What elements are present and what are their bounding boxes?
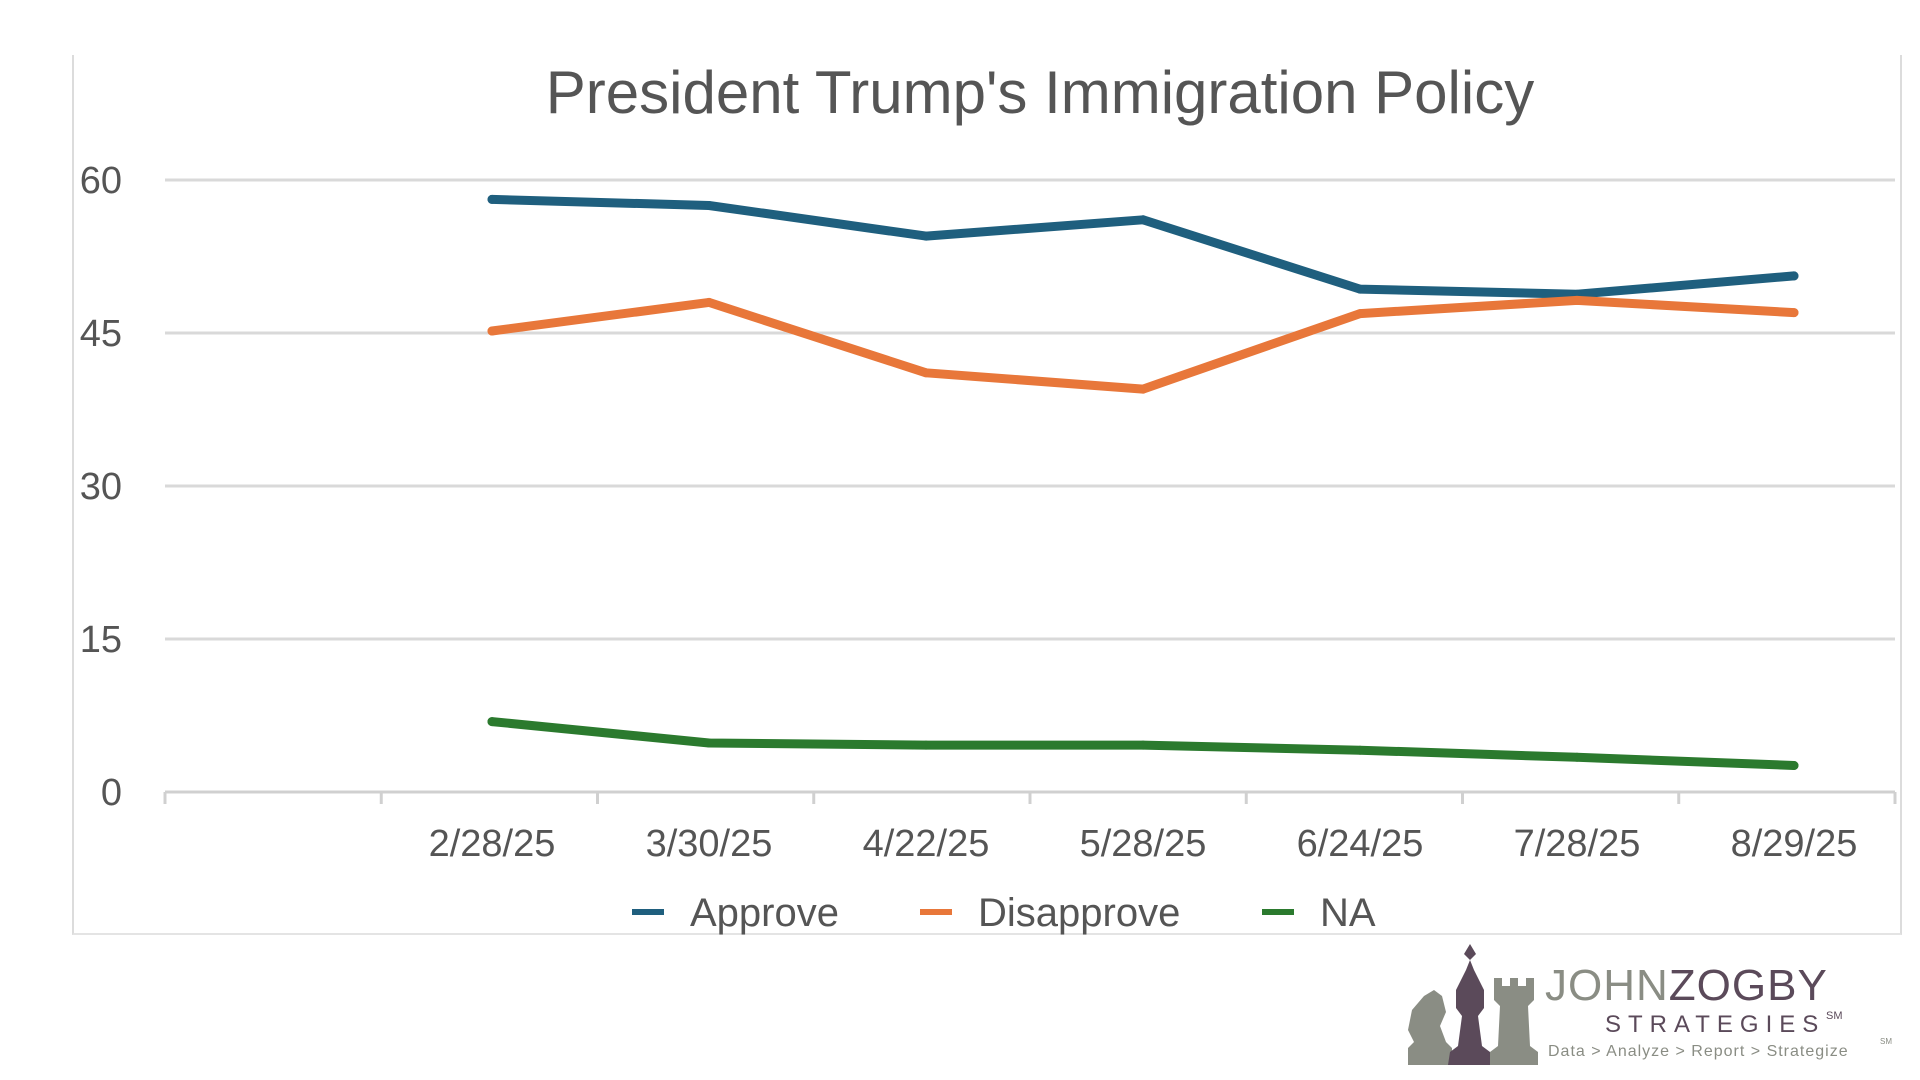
john-zogby-strategies-logo: JOHNZOGBY STRATEGIES SM Data > Analyze >…: [1390, 930, 1900, 1070]
chart-frame: [72, 55, 1902, 935]
data-point: [1138, 384, 1148, 394]
legend-label: NA: [1320, 891, 1376, 935]
y-tick-label: 30: [80, 466, 122, 508]
data-point: [1572, 752, 1582, 762]
data-point: [921, 231, 931, 241]
y-tick-label: 15: [80, 619, 122, 661]
data-point: [487, 717, 497, 727]
logo-name: JOHNZOGBY: [1545, 961, 1828, 1010]
series-lines: [487, 194, 1799, 770]
y-axis-ticks: 0 15 30 45 60: [80, 160, 122, 814]
x-axis: 2/28/25 3/30/25 4/22/25 5/28/25 6/24/25 7/28/…: [163, 790, 1897, 865]
series-line: [487, 295, 1799, 394]
logo-tagline: Data > Analyze > Report > Strategize: [1548, 1043, 1849, 1060]
y-tick-label: 0: [101, 772, 122, 814]
data-point: [1355, 309, 1365, 319]
y-tick-label: 60: [80, 160, 122, 202]
logo-name-first: JOHN: [1545, 961, 1669, 1010]
legend-item: Disapprove: [920, 891, 1180, 935]
data-point: [1789, 308, 1799, 318]
y-tick-label: 45: [80, 313, 122, 355]
x-tick-label: 3/30/25: [646, 823, 773, 865]
data-point: [1355, 745, 1365, 755]
logo-service-mark: SM: [1826, 1010, 1843, 1022]
data-point: [487, 326, 497, 336]
data-point: [1789, 761, 1799, 770]
x-tick-label: 6/24/25: [1297, 823, 1424, 865]
x-tick-label: 2/28/25: [429, 823, 556, 865]
logo-name-last: ZOGBY: [1669, 961, 1828, 1010]
series-disapprove: [487, 295, 1799, 394]
data-point: [921, 368, 931, 378]
data-point: [704, 297, 714, 307]
logo-tagline-mark: SM: [1880, 1037, 1892, 1046]
gridlines: [165, 178, 1895, 641]
data-point: [704, 201, 714, 210]
data-point: [704, 738, 714, 748]
logo-sub: STRATEGIES: [1605, 1011, 1825, 1038]
x-tick-label: 4/22/25: [863, 823, 990, 865]
rook-icon: [1490, 978, 1538, 1065]
series-approve: [487, 194, 1799, 299]
series-line: [487, 194, 1799, 299]
legend-item: NA: [1262, 891, 1376, 935]
data-point: [1789, 271, 1799, 281]
bishop-icon: [1448, 944, 1492, 1065]
data-point: [1355, 284, 1365, 294]
data-point: [921, 740, 931, 750]
chart-title: President Trump's Immigration Policy: [546, 59, 1534, 126]
legend-item: Approve: [632, 891, 839, 935]
x-tick-label: 7/28/25: [1514, 823, 1641, 865]
data-point: [1138, 740, 1148, 750]
knight-icon: [1408, 990, 1452, 1065]
legend-label: Approve: [690, 891, 839, 935]
data-point: [487, 194, 497, 204]
data-point: [1572, 295, 1582, 305]
x-tick-label: 5/28/25: [1080, 823, 1207, 865]
legend: Approve Disapprove NA: [632, 891, 1376, 935]
x-tick-label: 8/29/25: [1731, 823, 1858, 865]
data-point: [1138, 215, 1148, 225]
series-na: [487, 717, 1799, 770]
legend-label: Disapprove: [978, 891, 1180, 935]
